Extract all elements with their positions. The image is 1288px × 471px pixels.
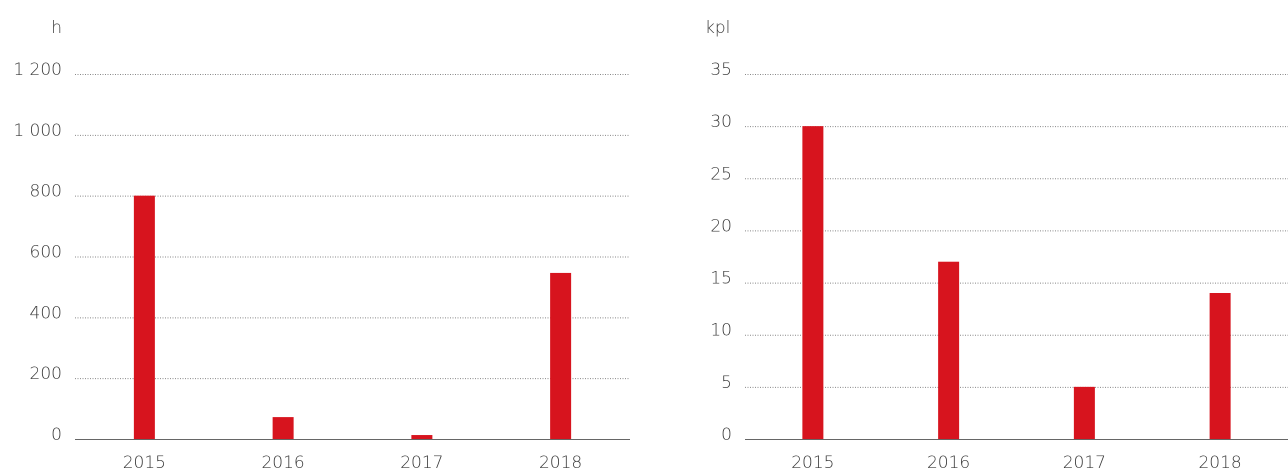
y-tick-label: 600: [30, 243, 62, 263]
bar: [550, 272, 572, 439]
y-tick-label: 0: [721, 425, 732, 445]
y-tick-label: 20: [710, 216, 732, 236]
bar: [1073, 386, 1095, 439]
y-tick-label: 5: [721, 373, 732, 393]
y-tick-label: 10: [710, 321, 732, 341]
x-tick-label: 2017: [1063, 453, 1106, 471]
bar: [272, 417, 294, 439]
bar: [1209, 293, 1231, 439]
y-tick-label: 1 200: [13, 60, 62, 80]
y-axis-unit: kpl: [705, 18, 730, 38]
y-axis-unit: h: [51, 18, 62, 38]
bar: [938, 261, 960, 439]
bar: [411, 435, 433, 439]
y-tick-label: 15: [710, 269, 732, 289]
x-tick-label: 2015: [791, 453, 834, 471]
y-tick-label: 200: [30, 364, 62, 384]
x-tick-label: 2016: [261, 453, 304, 471]
y-tick-label: 0: [51, 425, 62, 445]
x-tick-label: 2016: [927, 453, 970, 471]
x-tick-label: 2017: [400, 453, 443, 471]
y-tick-label: 25: [710, 164, 732, 184]
x-tick-label: 2018: [1198, 453, 1241, 471]
bar: [133, 195, 155, 439]
y-tick-label: 800: [30, 182, 62, 202]
y-tick-label: 30: [710, 112, 732, 132]
y-tick-label: 35: [710, 60, 732, 80]
x-tick-label: 2018: [539, 453, 582, 471]
bar: [802, 126, 824, 440]
x-tick-label: 2015: [123, 453, 166, 471]
y-tick-label: 1 000: [13, 121, 62, 141]
y-tick-label: 400: [30, 303, 62, 323]
